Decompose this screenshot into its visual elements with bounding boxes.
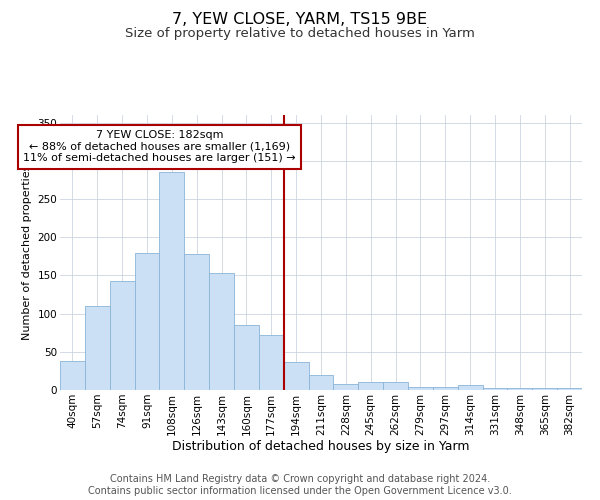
Bar [308,374,334,390]
Text: 7 YEW CLOSE: 182sqm
← 88% of detached houses are smaller (1,169)
11% of semi-det: 7 YEW CLOSE: 182sqm ← 88% of detached ho… [23,130,296,164]
Bar [334,384,358,390]
Bar [209,273,234,390]
Bar [85,306,110,390]
Text: Contains HM Land Registry data © Crown copyright and database right 2024.: Contains HM Land Registry data © Crown c… [110,474,490,484]
Bar [184,254,209,390]
Bar [433,387,458,390]
Bar [110,281,134,390]
Bar [160,172,184,390]
Text: 7, YEW CLOSE, YARM, TS15 9BE: 7, YEW CLOSE, YARM, TS15 9BE [172,12,428,28]
Bar [259,335,284,390]
Text: Size of property relative to detached houses in Yarm: Size of property relative to detached ho… [125,28,475,40]
Bar [383,382,408,390]
Bar [557,388,582,390]
Bar [408,387,433,390]
Text: Contains public sector information licensed under the Open Government Licence v3: Contains public sector information licen… [88,486,512,496]
Bar [458,386,482,390]
Bar [508,388,532,390]
X-axis label: Distribution of detached houses by size in Yarm: Distribution of detached houses by size … [172,440,470,454]
Y-axis label: Number of detached properties: Number of detached properties [22,165,32,340]
Bar [532,388,557,390]
Bar [284,362,308,390]
Bar [358,382,383,390]
Bar [482,388,508,390]
Bar [234,325,259,390]
Bar [60,361,85,390]
Bar [134,252,160,390]
